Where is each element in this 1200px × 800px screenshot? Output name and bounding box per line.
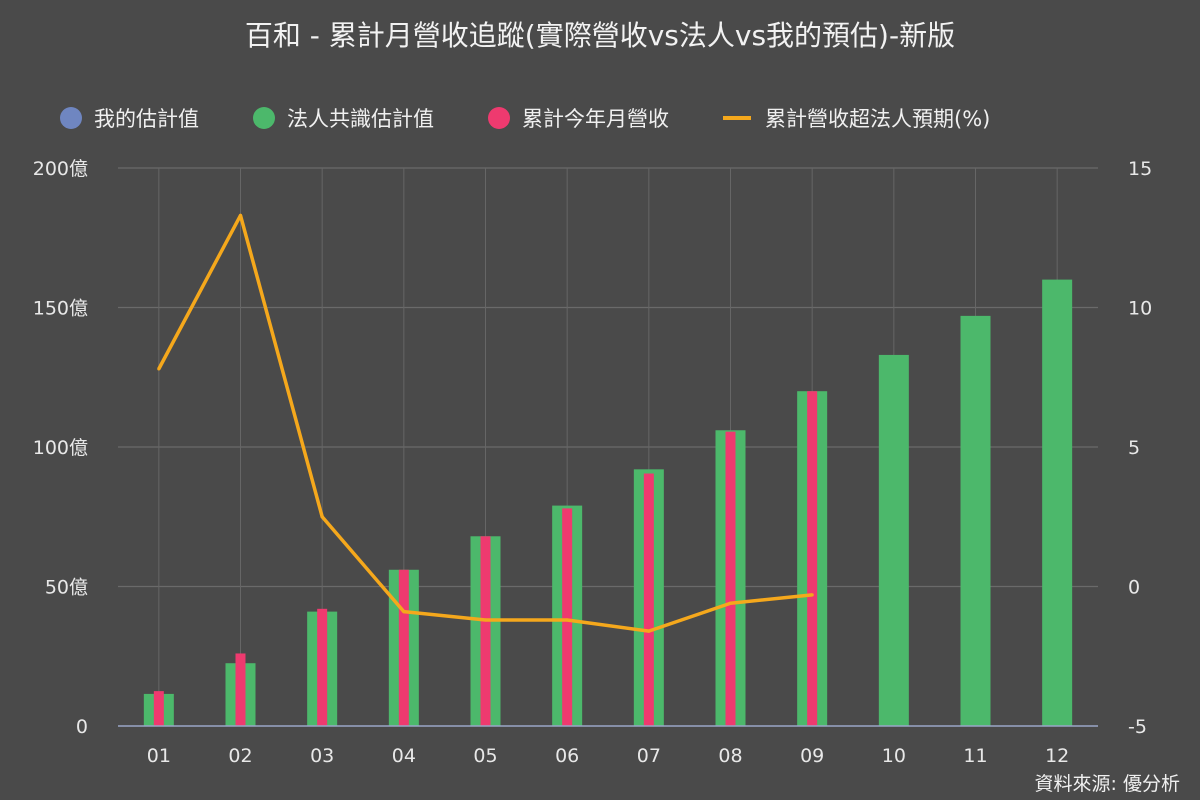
data-source: 資料來源: 優分析	[1034, 773, 1180, 795]
line-point	[402, 610, 406, 614]
bar-cumulative-revenue	[807, 391, 818, 726]
legend-label: 法人共識估計值	[287, 107, 434, 131]
bar-cumulative-revenue	[725, 431, 736, 726]
line-icon	[723, 116, 751, 120]
left-axis-tick-label: 50億	[45, 577, 88, 599]
chart-title: 百和 - 累計月營收追蹤(實際營收vs法人vs我的預估)-新版	[244, 19, 956, 52]
right-axis-tick-label: 0	[1128, 577, 1140, 599]
legend-item-beat-ratio[interactable]: 累計營收超法人預期(%)	[723, 103, 990, 133]
bar-consensus-estimate	[1042, 279, 1073, 726]
x-axis-tick-label: 05	[473, 745, 497, 767]
x-axis-tick-label: 08	[718, 745, 742, 767]
right-axis-tick-label: -5	[1128, 716, 1147, 738]
left-axis-tick-label: 200億	[33, 158, 88, 180]
right-axis-tick-label: 5	[1128, 437, 1140, 459]
x-axis-tick-label: 10	[882, 745, 906, 767]
x-axis-tick-label: 07	[637, 745, 661, 767]
bar-cumulative-revenue	[643, 473, 654, 726]
line-point	[810, 593, 814, 597]
line-point	[483, 618, 488, 622]
line-point	[647, 629, 651, 633]
circle-icon	[60, 107, 82, 129]
x-axis-tick-label: 11	[963, 745, 987, 767]
left-axis-tick-label: 100億	[33, 437, 88, 459]
legend-label: 我的估計值	[94, 107, 199, 131]
x-axis-tick-label: 01	[147, 745, 171, 767]
line-point	[728, 601, 733, 605]
line-point	[157, 367, 161, 371]
x-axis-tick-label: 02	[228, 745, 252, 767]
x-axis-tick-label: 06	[555, 745, 579, 767]
legend: 我的估計值 法人共識估計值 累計今年月營收 累計營收超法人預期(%)	[60, 103, 1044, 133]
x-axis-tick-label: 12	[1045, 745, 1069, 767]
x-axis-tick-label: 09	[800, 745, 824, 767]
legend-item-cumulative-revenue[interactable]: 累計今年月營收	[488, 103, 669, 133]
legend-item-my-estimate[interactable]: 我的估計值	[60, 103, 199, 133]
line-point	[565, 618, 569, 622]
left-axis-tick-label: 0	[76, 716, 88, 738]
bar-cumulative-revenue	[562, 508, 573, 726]
line-point	[238, 213, 243, 218]
bar-cumulative-revenue	[480, 536, 491, 726]
right-axis-tick-label: 15	[1128, 158, 1152, 180]
legend-label: 累計今年月營收	[522, 107, 669, 131]
x-axis-tick-label: 04	[392, 745, 416, 767]
left-axis-tick-label: 150億	[33, 298, 88, 320]
x-axis-tick-label: 03	[310, 745, 334, 767]
line-point	[320, 515, 324, 519]
legend-label: 累計營收超法人預期(%)	[765, 107, 991, 131]
circle-icon	[488, 107, 510, 129]
right-axis-tick-label: 10	[1128, 298, 1152, 320]
bar-consensus-estimate	[960, 315, 991, 726]
bar-cumulative-revenue	[317, 608, 328, 726]
bar-consensus-estimate	[878, 354, 909, 726]
circle-icon	[253, 107, 275, 129]
bar-cumulative-revenue	[235, 653, 246, 726]
legend-item-consensus[interactable]: 法人共識估計值	[253, 103, 434, 133]
bar-cumulative-revenue	[153, 691, 164, 726]
bar-cumulative-revenue	[398, 569, 409, 726]
